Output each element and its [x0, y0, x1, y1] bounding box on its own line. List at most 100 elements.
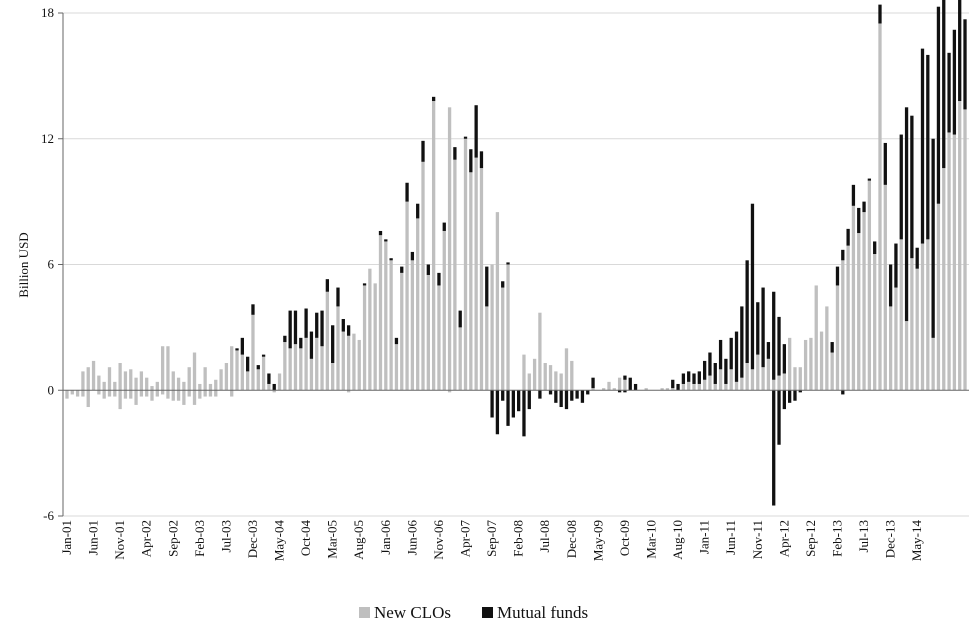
x-tick-label: Dec-03: [245, 520, 260, 558]
bar-mutual-funds: [904, 107, 909, 322]
bar-mutual-funds-negative: [538, 390, 542, 399]
x-tick-label: Jul-13: [856, 520, 871, 553]
bar-new-clos: [129, 369, 133, 391]
y-tick-label: 6: [48, 257, 55, 272]
bar-new-clos: [203, 367, 207, 391]
bar-new-clos: [315, 337, 319, 391]
bar-new-clos: [331, 363, 335, 391]
bar-mutual-funds: [506, 262, 510, 265]
bar-mutual-funds: [501, 281, 505, 288]
bar-new-clos: [665, 388, 670, 391]
bar-mutual-funds: [331, 325, 335, 364]
bar-new-clos: [750, 369, 755, 391]
bar-new-clos: [681, 383, 686, 391]
bar-new-clos: [155, 381, 159, 391]
x-tick-label: Nov-11: [750, 520, 765, 559]
bar-new-clos: [102, 381, 106, 391]
bar-new-clos: [261, 356, 266, 391]
bar-new-clos: [809, 337, 813, 391]
bar-mutual-funds: [931, 138, 935, 338]
bar-new-clos: [559, 373, 563, 391]
bar-new-clos-negative: [113, 390, 117, 397]
bar-new-clos: [952, 134, 957, 391]
bar-new-clos: [336, 306, 340, 391]
bar-new-clos-negative: [70, 390, 74, 395]
bar-new-clos: [920, 243, 925, 391]
bar-new-clos-negative: [208, 390, 213, 397]
bar-mutual-funds-negative: [517, 390, 521, 412]
bar-new-clos: [554, 371, 558, 391]
bar-new-clos: [134, 377, 138, 391]
bar-new-clos-negative: [346, 390, 351, 393]
bar-mutual-funds: [862, 201, 866, 213]
bar-mutual-funds: [336, 287, 340, 307]
x-tick-label: Feb-13: [829, 520, 844, 557]
bar-mutual-funds-negative: [490, 390, 494, 418]
bar-mutual-funds: [681, 373, 686, 384]
bar-mutual-funds: [835, 266, 840, 286]
bar-mutual-funds-negative: [580, 390, 585, 403]
bar-mutual-funds: [724, 358, 728, 384]
bar-new-clos-negative: [97, 390, 101, 395]
bar-mutual-funds: [846, 228, 850, 246]
bar-new-clos: [362, 285, 367, 391]
bar-new-clos: [410, 260, 415, 391]
bar-new-clos: [320, 346, 324, 391]
bar-mutual-funds: [256, 365, 260, 370]
bar-new-clos: [118, 363, 122, 391]
bar-mutual-funds: [952, 29, 957, 135]
bar-new-clos: [910, 258, 914, 391]
bar-mutual-funds: [283, 335, 287, 343]
bar-new-clos: [862, 212, 866, 391]
bar-mutual-funds: [394, 337, 399, 345]
bar-new-clos: [904, 321, 909, 391]
bar-mutual-funds-negative: [788, 390, 792, 403]
bar-mutual-funds: [474, 105, 478, 158]
bar-mutual-funds: [841, 249, 845, 261]
bar-mutual-funds: [389, 258, 393, 261]
bar-new-clos: [740, 377, 744, 391]
bar-new-clos-negative: [192, 390, 197, 405]
bar-mutual-funds: [756, 302, 760, 355]
bar-mutual-funds: [692, 373, 696, 384]
bar-new-clos: [240, 354, 244, 391]
bar-mutual-funds: [400, 266, 404, 273]
bar-mutual-funds: [485, 266, 489, 307]
bar-mutual-funds: [782, 344, 786, 374]
bar-new-clos: [888, 306, 893, 391]
legend: New CLOs Mutual funds: [359, 603, 588, 622]
bar-new-clos: [687, 381, 691, 391]
x-tick-label: Dec-13: [883, 520, 898, 558]
bar-new-clos: [86, 367, 90, 391]
x-tick-label: Jun-01: [86, 520, 101, 555]
x-tick-label: May-09: [590, 520, 605, 561]
bar-new-clos: [378, 235, 383, 391]
bar-new-clos: [644, 388, 648, 391]
x-tick-label: Jan-01: [59, 520, 74, 555]
x-tick-label: Jul-03: [218, 520, 233, 553]
bar-mutual-funds-negative: [782, 390, 786, 410]
bar-new-clos-negative: [150, 390, 154, 401]
bar-new-clos: [623, 379, 627, 391]
bar-mutual-funds: [915, 247, 919, 269]
bar-new-clos: [734, 381, 739, 391]
bar-mutual-funds-negative: [623, 390, 627, 393]
bar-mutual-funds-negative: [575, 390, 579, 399]
x-tick-label: Apr-12: [776, 520, 791, 557]
bar-mutual-funds: [591, 377, 595, 389]
bar-new-clos: [123, 371, 128, 391]
bar-new-clos: [176, 377, 181, 391]
x-tick-label: May-04: [272, 520, 287, 562]
bar-mutual-funds: [772, 291, 776, 380]
y-tick-label: -6: [43, 508, 54, 523]
x-tick-label: Jan-06: [378, 520, 393, 555]
bar-new-clos: [926, 239, 930, 391]
bar-new-clos: [729, 369, 733, 391]
bar-new-clos: [442, 230, 446, 391]
bar-new-clos: [214, 379, 218, 391]
x-tick-label: Oct-09: [617, 520, 632, 556]
bar-new-clos: [788, 337, 792, 391]
x-tick-label: Sep-12: [803, 520, 818, 557]
bar-mutual-funds: [899, 134, 903, 240]
bar-mutual-funds: [702, 360, 707, 380]
